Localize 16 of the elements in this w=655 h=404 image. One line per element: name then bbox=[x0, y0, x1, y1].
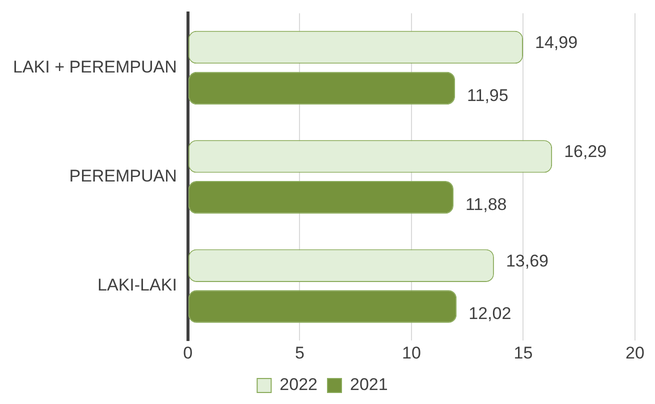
x-tick-label: 5 bbox=[294, 343, 304, 362]
legend-label: 2022 bbox=[280, 375, 318, 394]
x-tick-label: 0 bbox=[183, 343, 193, 362]
y-tick-label: LAKI-LAKI bbox=[98, 276, 177, 295]
data-label: 13,69 bbox=[506, 251, 548, 270]
data-label: 12,02 bbox=[468, 304, 512, 324]
y-tick-label: PEREMPUAN bbox=[69, 166, 177, 186]
x-tick-label: 10 bbox=[402, 343, 421, 362]
data-label: 11,88 bbox=[465, 195, 507, 214]
x-tick-label: 20 bbox=[626, 343, 644, 362]
data-label: 16,29 bbox=[564, 142, 607, 162]
data-label: 11,95 bbox=[467, 86, 508, 105]
legend-label: 2021 bbox=[350, 375, 388, 394]
y-tick-label: LAKI + PEREMPUAN bbox=[12, 57, 177, 76]
data-label: 14,99 bbox=[535, 32, 578, 52]
x-tick-label: 15 bbox=[514, 343, 533, 362]
